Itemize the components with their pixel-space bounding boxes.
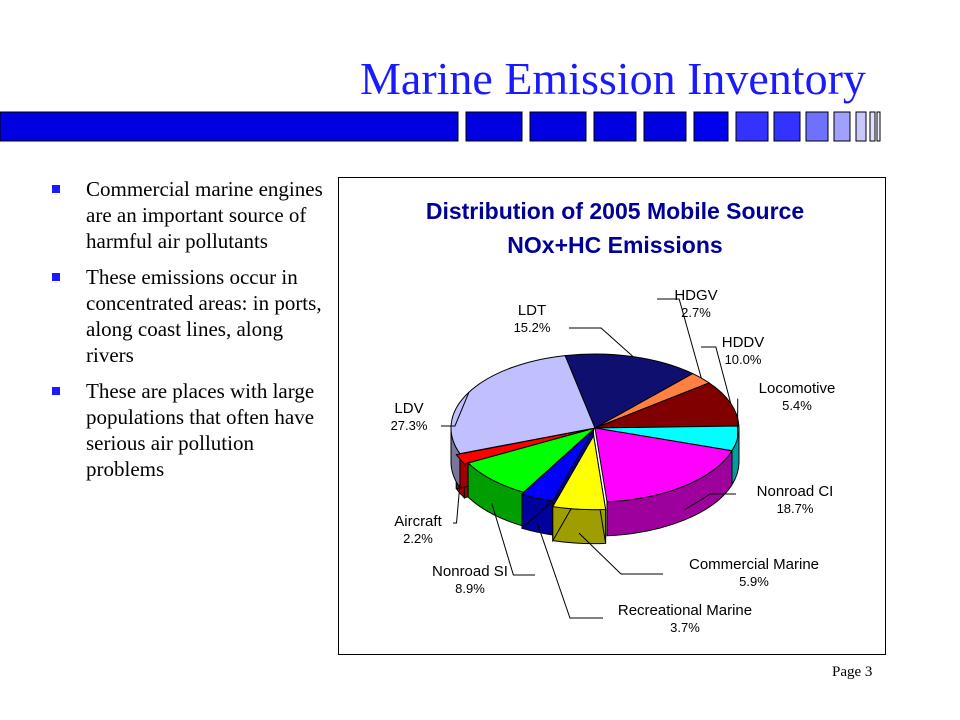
slide-title: Marine Emission Inventory [360,53,866,104]
square-bullet-icon [52,273,60,281]
slice-label-commercial-marine: Commercial Marine [689,556,819,573]
bullet-item: Commercial marine engines are an importa… [52,176,332,254]
slice-value-nonroad-si: 8.9% [455,581,485,596]
bullet-text: Commercial marine engines are an importa… [86,177,323,253]
slice-value-recreational-marine: 3.7% [670,620,700,635]
leader-line-commercial-marine [578,532,663,575]
slice-label-ldt: LDT [518,302,546,319]
slice-label-locomotive: Locomotive [759,380,836,397]
slice-label-recreational-marine: Recreational Marine [618,602,752,619]
pie-chart-panel: Distribution of 2005 Mobile Source NOx+H… [338,177,886,655]
leader-line-hdgv [657,298,702,379]
square-bullet-icon [52,185,60,193]
bullet-text: These are places with large populations … [86,379,315,481]
leader-line-hddv [701,346,732,404]
slice-value-nonroad-ci: 18.7% [777,501,814,516]
leader-line-ldv [441,392,470,427]
slice-value-commercial-marine: 5.9% [739,574,769,589]
chart-title-line2: NOx+HC Emissions [507,232,722,258]
slice-value-hdgv: 2.7% [681,305,711,320]
slice-label-nonroad-ci: Nonroad CI [757,483,834,500]
slice-label-hdgv: HDGV [674,287,717,304]
page-number: Page 3 [832,664,873,680]
chart-title-line1: Distribution of 2005 Mobile Source [426,198,804,224]
pie-slice-nonroad-si [467,427,596,493]
square-bullet-icon [52,387,60,395]
leader-line-ldt [569,327,634,357]
slice-value-aircraft: 2.2% [403,531,433,546]
pie-slice-aircraft [455,428,592,465]
leader-line-nonroad-ci [684,493,736,511]
pie-slice-ldt [564,353,694,429]
slice-value-locomotive: 5.4% [782,398,812,413]
bullet-item: These are places with large populations … [52,378,332,482]
pie-slice-commercial-marine [552,434,607,511]
slice-label-hddv: HDDV [722,334,765,351]
pie-slice-ldv [450,355,596,455]
title-decoration-band [0,111,881,142]
slice-label-nonroad-si: Nonroad SI [432,563,508,580]
pie-chart: Distribution of 2005 Mobile Source NOx+H… [391,198,836,635]
bullet-item: These emissions occur in concentrated ar… [52,264,332,368]
leader-line-recreational-marine [536,521,603,619]
pie-slice-hddv [594,382,740,429]
slice-label-ldv: LDV [394,400,423,417]
bullet-text: These emissions occur in concentrated ar… [86,265,322,367]
leader-line-locomotive [737,398,739,439]
pie-slice-nonroad-ci [594,427,733,503]
bullet-list: Commercial marine engines are an importa… [52,176,332,492]
slice-value-ldt: 15.2% [514,320,551,335]
pie-slice-recreational-marine [520,429,594,502]
slice-label-aircraft: Aircraft [394,513,442,530]
slice-value-hddv: 10.0% [725,352,762,367]
leader-line-aircraft [453,483,461,524]
leader-line-nonroad-si [491,503,535,576]
slice-value-ldv: 27.3% [391,418,428,433]
